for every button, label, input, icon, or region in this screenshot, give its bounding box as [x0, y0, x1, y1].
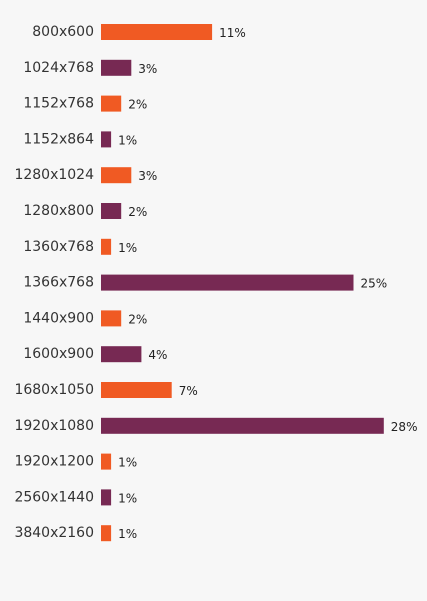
bar — [101, 525, 112, 542]
category-label: 1920x1200 — [14, 454, 94, 470]
value-label: 25% — [361, 277, 388, 291]
category-label: 1152x768 — [23, 96, 94, 112]
value-label: 4% — [148, 348, 167, 362]
category-label: 1280x800 — [23, 203, 94, 219]
value-label: 1% — [118, 456, 137, 470]
bar — [101, 131, 112, 148]
bar — [101, 274, 354, 291]
bar — [101, 167, 132, 184]
bar — [101, 346, 142, 363]
bar — [101, 203, 122, 219]
value-label: 7% — [179, 384, 198, 398]
bar — [101, 24, 213, 40]
category-label: 1024x768 — [23, 60, 94, 76]
bar — [101, 95, 122, 112]
category-label: 1366x768 — [23, 275, 94, 291]
value-label: 1% — [118, 133, 137, 147]
value-label: 11% — [219, 26, 246, 40]
category-label: 1152x864 — [23, 131, 94, 147]
bar — [101, 310, 122, 327]
category-label: 1680x1050 — [14, 382, 94, 398]
bar — [101, 238, 112, 255]
bar — [101, 382, 172, 398]
category-label: 1920x1080 — [14, 418, 94, 434]
value-label: 2% — [128, 312, 147, 326]
category-label: 1360x768 — [23, 239, 94, 255]
value-label: 1% — [118, 491, 137, 505]
value-label: 2% — [128, 98, 147, 112]
value-label: 28% — [391, 420, 418, 434]
value-label: 3% — [138, 169, 157, 183]
bar — [101, 489, 112, 506]
category-label: 2560x1440 — [14, 489, 94, 505]
value-label: 2% — [128, 205, 147, 219]
bar — [101, 417, 384, 434]
value-label: 1% — [118, 527, 137, 541]
category-label: 800x600 — [32, 24, 94, 40]
bar — [101, 453, 112, 470]
value-label: 3% — [138, 62, 157, 76]
category-label: 1280x1024 — [14, 167, 94, 183]
category-label: 3840x2160 — [14, 525, 94, 541]
category-label: 1600x900 — [23, 346, 94, 362]
category-label: 1440x900 — [23, 310, 94, 326]
bar — [101, 59, 132, 76]
value-label: 1% — [118, 241, 137, 255]
